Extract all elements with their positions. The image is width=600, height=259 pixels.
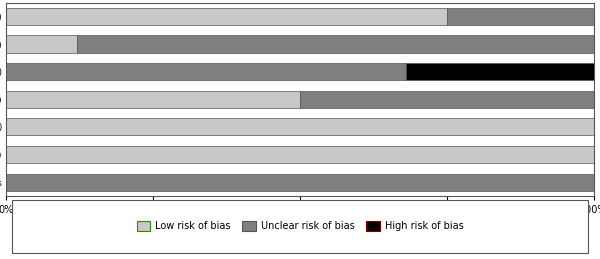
FancyBboxPatch shape (12, 200, 588, 253)
Bar (6, 146, 594, 163)
Bar (6, 63, 406, 80)
Bar (406, 63, 594, 80)
Bar (6, 91, 300, 108)
Bar (6, 8, 447, 25)
Bar (77, 35, 594, 53)
Bar (6, 35, 77, 53)
Bar (300, 91, 594, 108)
Bar (447, 8, 594, 25)
Bar (6, 174, 594, 191)
Legend: Low risk of bias, Unclear risk of bias, High risk of bias: Low risk of bias, Unclear risk of bias, … (133, 217, 467, 235)
Bar (6, 118, 594, 135)
